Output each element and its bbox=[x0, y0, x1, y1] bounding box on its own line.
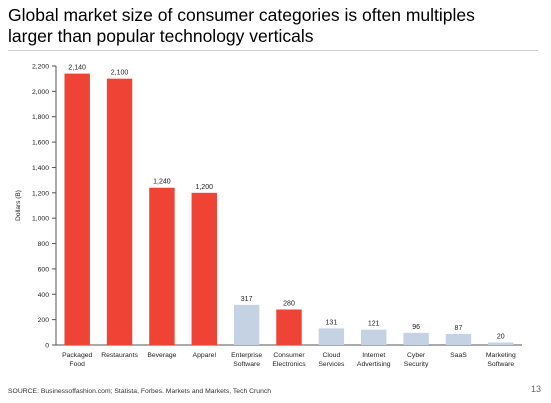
source-note: SOURCE: Businessoffashion.com; Statista,… bbox=[8, 388, 272, 395]
category-label: Packaged bbox=[62, 352, 92, 359]
category-label: Software bbox=[487, 361, 514, 368]
y-tick-label: 1,400 bbox=[32, 165, 49, 172]
y-tick-label: 1,800 bbox=[32, 114, 49, 121]
category-label: Food bbox=[69, 361, 85, 368]
category-label: Security bbox=[404, 361, 429, 368]
y-tick-label: 1,600 bbox=[32, 140, 49, 147]
bar-value-label: 131 bbox=[326, 319, 338, 326]
bar-value-label: 1,200 bbox=[196, 184, 214, 191]
category-label: Cyber bbox=[407, 352, 426, 359]
y-tick-label: 800 bbox=[38, 241, 50, 248]
y-tick-label: 2,000 bbox=[32, 89, 49, 96]
bar-value-label: 280 bbox=[283, 300, 295, 307]
bar-value-label: 96 bbox=[412, 324, 420, 331]
bar-apparel bbox=[191, 192, 217, 345]
y-tick-label: 1,000 bbox=[32, 216, 49, 223]
page-number: 13 bbox=[530, 384, 541, 394]
category-label: Cloud bbox=[322, 352, 340, 359]
bar-packaged-food bbox=[64, 73, 90, 345]
bar-consumer-electronics bbox=[276, 309, 302, 345]
category-label: Marketing bbox=[486, 352, 516, 359]
chart-title: Global market size of consumer categorie… bbox=[8, 5, 475, 46]
bar-marketing-software bbox=[488, 342, 514, 345]
category-label: Internet bbox=[362, 352, 385, 359]
bar-cyber-security bbox=[403, 332, 429, 345]
bar-internet-advertising bbox=[361, 329, 387, 345]
bar-beverage bbox=[149, 187, 175, 345]
bar-saas bbox=[445, 333, 472, 345]
bar-enterprise-software bbox=[233, 304, 260, 345]
category-label: Software bbox=[233, 361, 260, 368]
y-tick-label: 0 bbox=[45, 343, 49, 350]
bar-value-label: 87 bbox=[455, 325, 463, 332]
category-label: Beverage bbox=[147, 352, 176, 359]
category-label: Apparel bbox=[193, 352, 217, 359]
category-label: SaaS bbox=[450, 352, 467, 359]
y-tick-label: 600 bbox=[38, 266, 50, 273]
bar-cloud-services bbox=[318, 328, 345, 345]
y-tick-label: 400 bbox=[38, 292, 50, 299]
bar-value-label: 317 bbox=[241, 296, 253, 303]
bar-value-label: 2,140 bbox=[68, 65, 86, 72]
bar-value-label: 2,100 bbox=[111, 70, 129, 77]
bar-restaurants bbox=[106, 78, 133, 345]
bar-value-label: 20 bbox=[497, 333, 505, 340]
title-divider bbox=[8, 50, 538, 51]
y-tick-label: 2,200 bbox=[32, 64, 49, 71]
category-label: Services bbox=[318, 361, 345, 368]
bar-value-label: 1,240 bbox=[153, 179, 171, 186]
y-tick-label: 200 bbox=[38, 317, 50, 324]
category-label: Advertising bbox=[357, 361, 391, 368]
category-label: Electronics bbox=[272, 361, 306, 368]
category-label: Restaurants bbox=[101, 352, 138, 359]
y-axis-title: Dollars (B) bbox=[15, 190, 22, 221]
category-label: Consumer bbox=[273, 352, 305, 359]
category-label: Enterprise bbox=[231, 352, 262, 359]
y-tick-label: 1,200 bbox=[32, 190, 49, 197]
bar-value-label: 121 bbox=[368, 321, 380, 328]
